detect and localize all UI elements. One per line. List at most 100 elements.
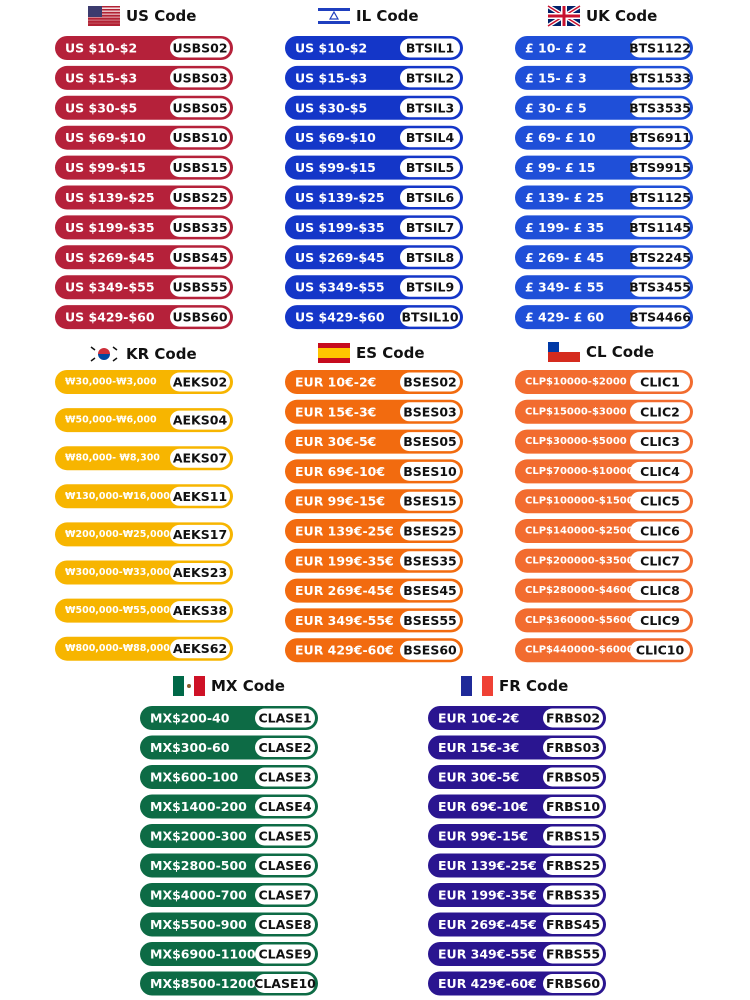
price-range: US $30-$5 — [65, 100, 137, 115]
price-range: CLP$100000-$15000 — [525, 496, 641, 507]
section-title: FR Code — [499, 677, 568, 695]
price-range: EUR 199€-35€ — [295, 553, 394, 568]
price-range: CLP$140000-$25000 — [525, 526, 641, 537]
price-range: ₩300,000-₩33,000 — [65, 567, 170, 578]
flag-part — [90, 346, 118, 362]
promo-code: CLASE10 — [254, 976, 316, 991]
code-box — [400, 610, 460, 630]
promo-code: CLASE1 — [258, 711, 311, 726]
price-range: ₩500,000-₩55,000 — [65, 605, 170, 616]
price-range: MX$2800-500 — [150, 858, 247, 873]
promo-code: FRBS25 — [546, 858, 600, 873]
code-box — [630, 247, 690, 267]
price-range: EUR 69€-10€ — [295, 464, 385, 479]
code-box — [630, 372, 690, 392]
section-title: MX Code — [211, 677, 285, 695]
flag-part — [88, 21, 120, 23]
code-box — [543, 974, 603, 993]
price-range: ₩800,000-₩88,000 — [65, 643, 170, 654]
flag-part — [328, 10, 340, 20]
flag — [88, 344, 120, 364]
code-box — [630, 432, 690, 452]
promo-code: AEKS04 — [173, 413, 228, 428]
price-range: MX$2000-300 — [150, 829, 247, 844]
code-box — [255, 856, 315, 875]
promo-code: BTSIL10 — [401, 310, 458, 325]
price-range: US $99-$15 — [295, 160, 376, 175]
code-box — [400, 128, 460, 148]
price-range: £ 199- £ 35 — [525, 220, 604, 235]
promo-code: BTS1122 — [629, 41, 691, 56]
price-range: MX$600-100 — [150, 770, 238, 785]
price-range: US $349-$55 — [295, 280, 385, 295]
price-range: EUR 99€-15€ — [295, 494, 385, 509]
promo-code: CLASE9 — [258, 947, 311, 962]
flag-part — [88, 6, 120, 8]
promo-code: BTSIL1 — [406, 41, 454, 56]
promo-code: BTSIL4 — [406, 130, 455, 145]
code-box — [543, 856, 603, 875]
code-box — [170, 372, 230, 392]
price-range: US $15-$3 — [295, 70, 367, 85]
price-range: EUR 10€-2€ — [438, 711, 519, 726]
code-box — [255, 797, 315, 816]
price-range: £ 99- £ 15 — [525, 160, 595, 175]
price-range: CLP$280000-$46000 — [525, 585, 641, 596]
price-range: £ 269- £ 45 — [525, 250, 604, 265]
price-range: EUR 429€-60€ — [295, 643, 394, 658]
promo-code: AEKS23 — [173, 565, 227, 580]
promo-code: AEKS38 — [173, 603, 227, 618]
flag-part — [98, 348, 110, 354]
flag — [88, 6, 120, 26]
promo-code: FRBS10 — [546, 799, 600, 814]
code-box — [400, 98, 460, 118]
price-range: ₩50,000-₩6,000 — [65, 415, 157, 426]
promo-code: FRBS05 — [546, 770, 600, 785]
code-box — [630, 98, 690, 118]
price-range: £ 349- £ 55 — [525, 280, 604, 295]
price-range: £ 139- £ 25 — [525, 190, 604, 205]
section-title: UK Code — [586, 7, 657, 25]
flag-part — [194, 676, 205, 696]
promo-code: BSES60 — [403, 643, 457, 658]
section-title: CL Code — [586, 343, 654, 361]
price-range: US $429-$60 — [65, 310, 155, 325]
code-box — [400, 307, 460, 327]
section-title: US Code — [126, 7, 196, 25]
code-box — [400, 158, 460, 178]
promo-code: CLASE5 — [258, 829, 311, 844]
code-box — [630, 68, 690, 88]
code-box — [400, 68, 460, 88]
flag-part — [88, 20, 120, 22]
promo-code: CLIC2 — [640, 404, 680, 419]
code-box — [255, 826, 315, 846]
price-range: US $429-$60 — [295, 310, 385, 325]
code-box — [170, 247, 230, 267]
price-range: ₩130,000-₩16,000 — [65, 491, 170, 502]
promo-code: FRBS55 — [546, 947, 600, 962]
price-range: CLP$200000-$35000 — [525, 555, 641, 566]
flag-part — [318, 348, 350, 358]
flag — [546, 4, 582, 28]
promo-code: BSES45 — [403, 583, 456, 598]
flag-part — [548, 352, 580, 362]
promo-code: CLIC5 — [640, 494, 680, 509]
promo-code: FRBS02 — [546, 711, 600, 726]
promo-code: BTS9915 — [629, 160, 691, 175]
promo-code: USBS15 — [172, 160, 227, 175]
code-box — [400, 247, 460, 267]
code-box — [170, 639, 230, 659]
promo-code: CLASE3 — [258, 770, 311, 785]
promo-code: CLASE4 — [258, 799, 311, 814]
code-box — [630, 402, 690, 422]
flag-part — [88, 15, 120, 17]
flag-part — [482, 676, 493, 696]
code-box — [400, 491, 460, 511]
code-box — [543, 767, 603, 787]
flag-part — [88, 6, 102, 17]
code-box — [630, 277, 690, 297]
code-box — [630, 521, 690, 541]
promo-code: BSES25 — [403, 524, 456, 539]
promo-code: CLIC9 — [640, 613, 680, 628]
